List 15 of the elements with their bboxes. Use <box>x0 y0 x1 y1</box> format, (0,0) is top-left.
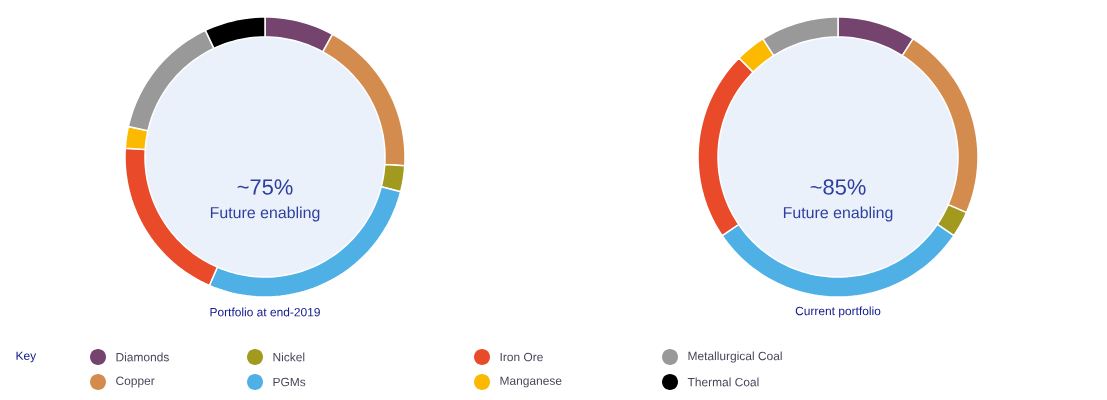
text: ~75% <box>237 179 293 195</box>
text: Future enabling <box>783 206 893 222</box>
legend-title: Key <box>16 351 37 363</box>
legend-label: Thermal Coal <box>687 377 759 387</box>
legend-label: Manganese <box>500 376 562 388</box>
text: Future enabling <box>210 206 320 222</box>
legend-label: Nickel <box>273 352 305 362</box>
text: Portfolio at end-2019 <box>210 307 320 317</box>
legend-label: Iron Ore <box>500 352 543 362</box>
legend-label: Metallurgical Coal <box>688 351 782 363</box>
legend-label: PGMs <box>273 377 306 387</box>
text: ~85% <box>810 179 866 195</box>
text: Current portfolio <box>795 306 881 318</box>
legend-label: Copper <box>116 376 155 388</box>
legend-label: Diamonds <box>116 352 169 362</box>
